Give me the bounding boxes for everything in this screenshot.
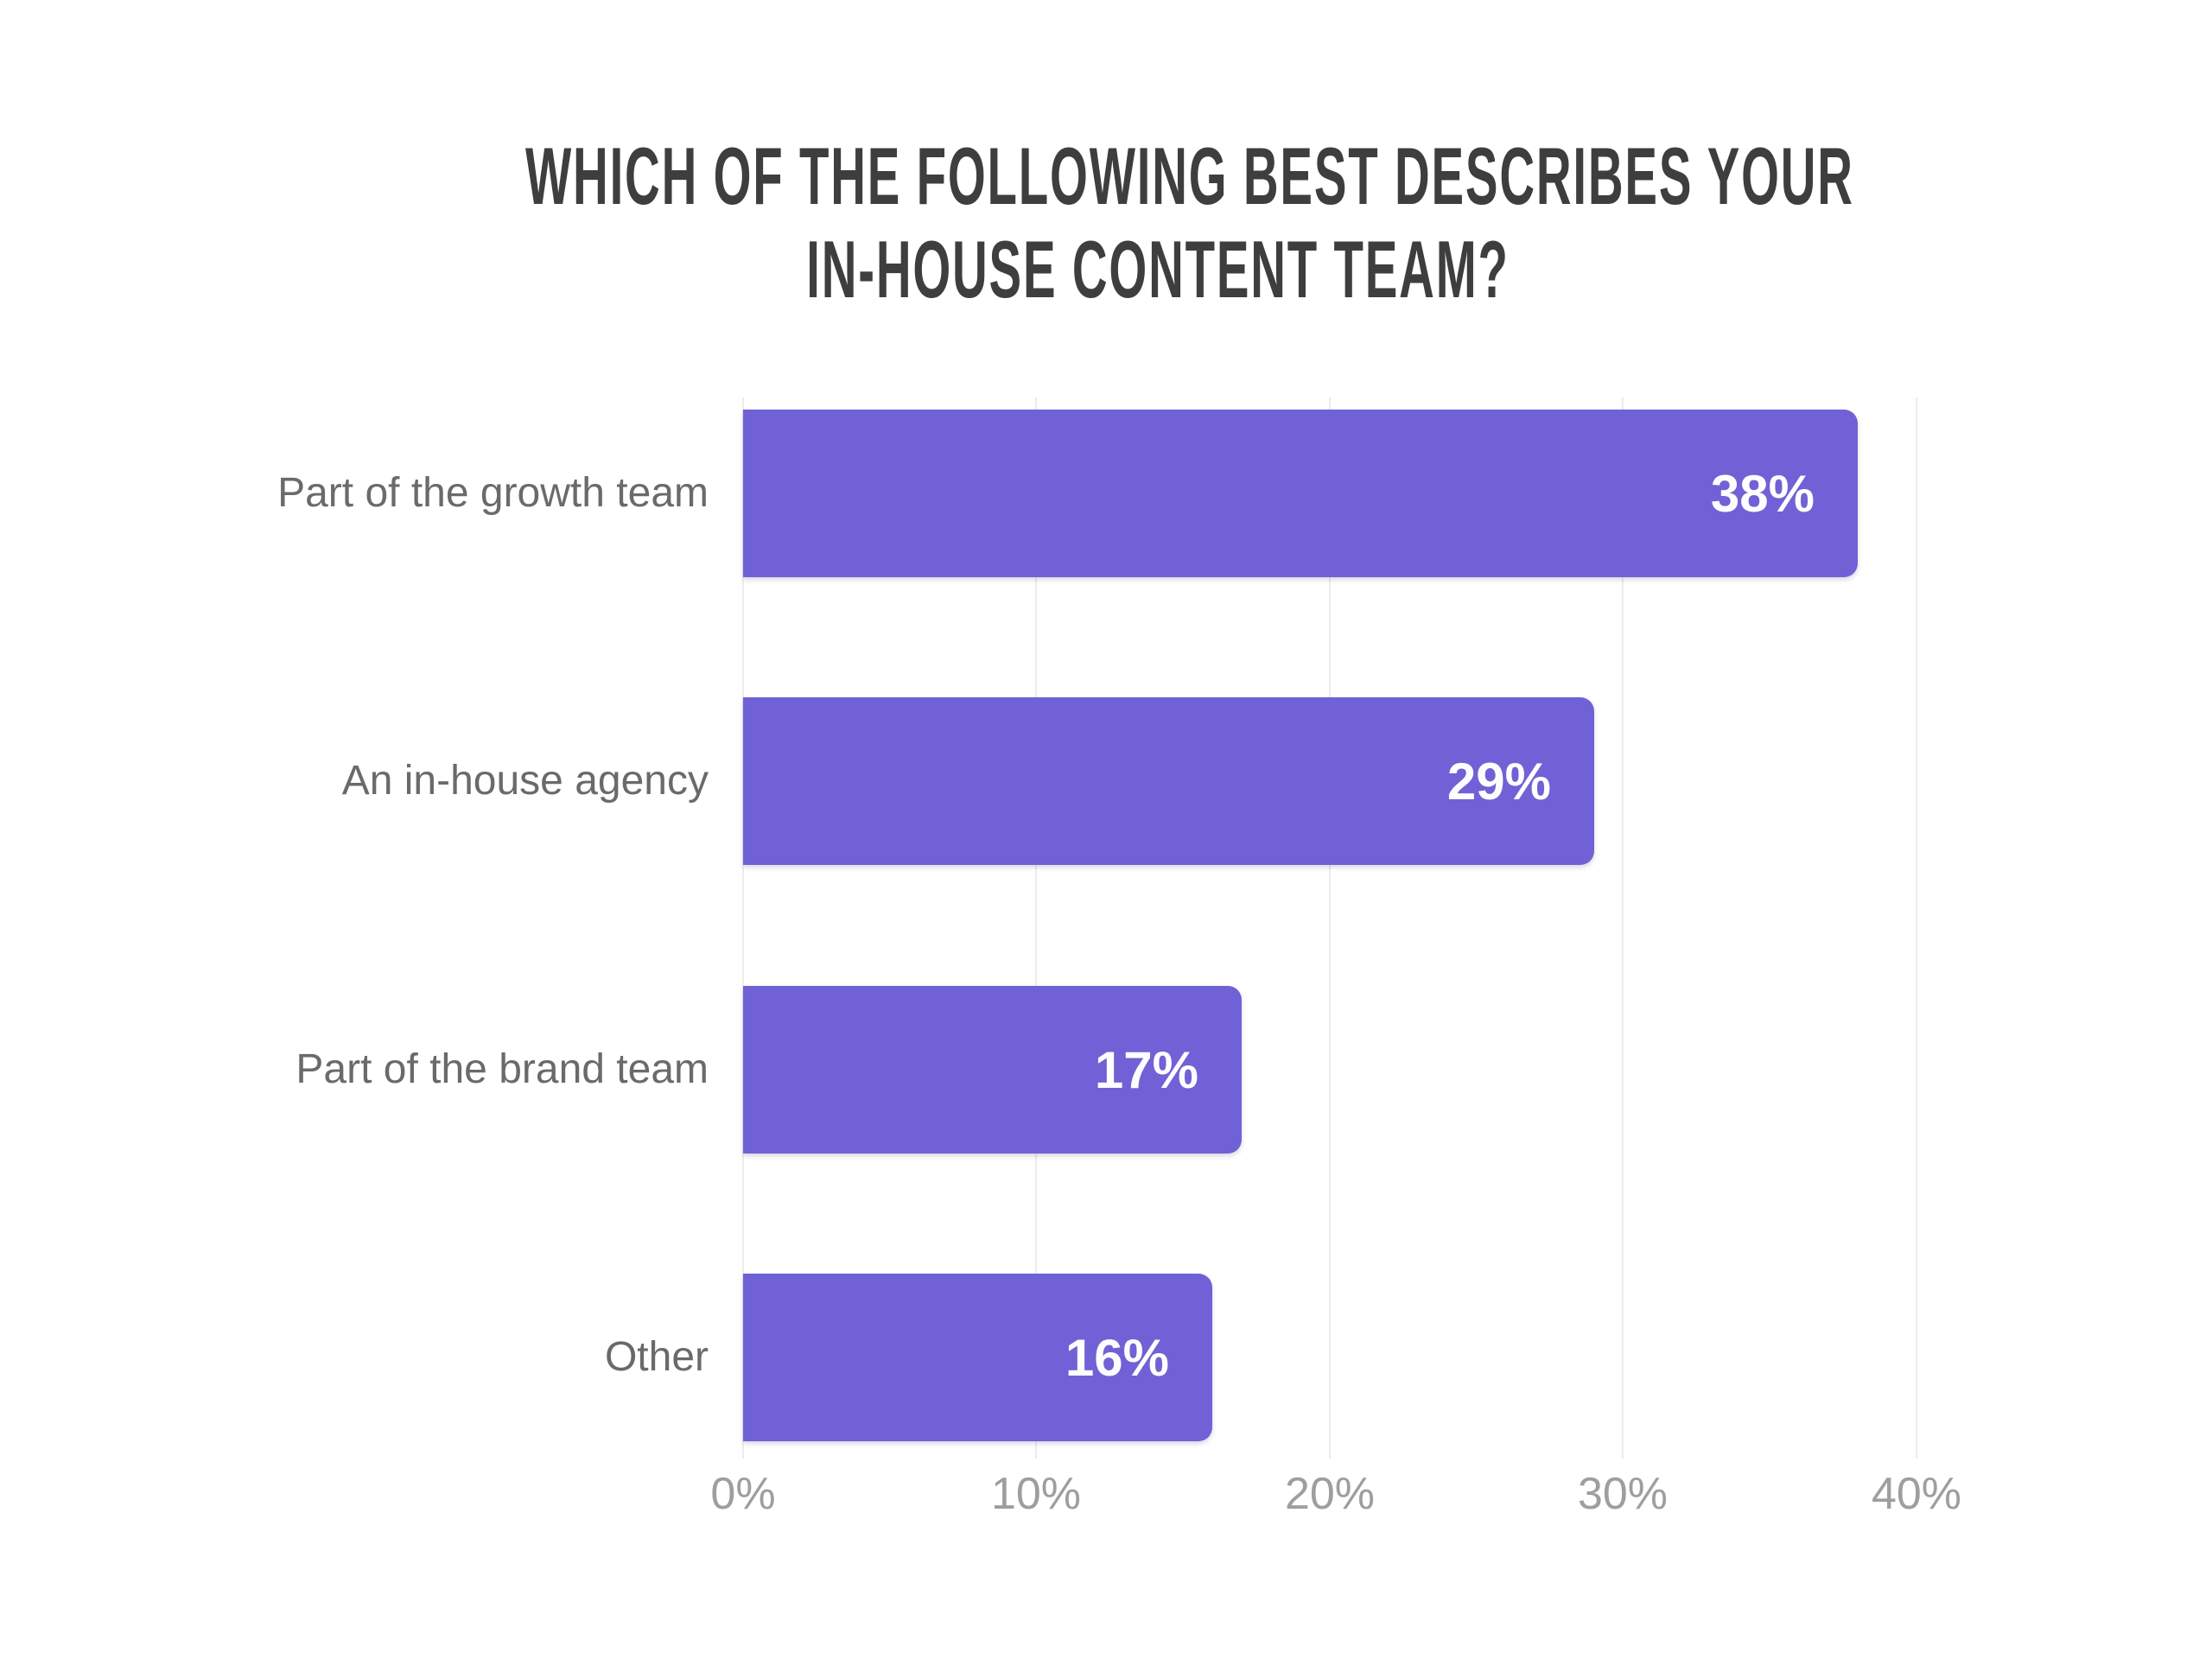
bar-value-label: 38% [1710, 464, 1815, 523]
chart-title: WHICH OF THE FOLLOWING BEST DESCRIBES YO… [525, 130, 1854, 316]
chart-title-line-2: IN-HOUSE CONTENT TEAM? [806, 224, 1510, 315]
bar-other: 16% [743, 1274, 1212, 1441]
bar-value-label: 16% [1065, 1328, 1169, 1387]
category-label: An in-house agency [341, 758, 709, 804]
category-label: Part of the growth team [277, 470, 709, 516]
x-tick-label: 30% [1577, 1469, 1669, 1519]
gridline-0pct [742, 397, 744, 1459]
x-tick-label: 10% [990, 1469, 1082, 1519]
x-tick-label: 40% [1871, 1469, 1962, 1519]
gridline-20pct [1329, 397, 1331, 1459]
category-axis: Part of the growth team An in-house agen… [0, 397, 709, 1459]
bar-value-label: 17% [1094, 1040, 1198, 1099]
gridline-10pct [1035, 397, 1037, 1459]
bar-part-of-the-brand-team: 17% [743, 986, 1242, 1154]
category-label: Other [604, 1334, 709, 1380]
gridline-30pct [1622, 397, 1624, 1459]
gridline-40pct [1916, 397, 1917, 1459]
category-label: Part of the brand team [296, 1046, 709, 1092]
chart-title-line-1: WHICH OF THE FOLLOWING BEST DESCRIBES YO… [525, 130, 1854, 221]
bar-an-in-house-agency: 29% [743, 697, 1594, 865]
x-axis: 0% 10% 20% 30% 40% [710, 1467, 2013, 1528]
bar-part-of-the-growth-team: 38% [743, 410, 1858, 577]
plot-area: 38% 29% 17% 16% [742, 397, 2013, 1459]
x-tick-label: 20% [1284, 1469, 1376, 1519]
bar-value-label: 29% [1446, 752, 1551, 810]
x-tick-label: 0% [710, 1469, 776, 1519]
